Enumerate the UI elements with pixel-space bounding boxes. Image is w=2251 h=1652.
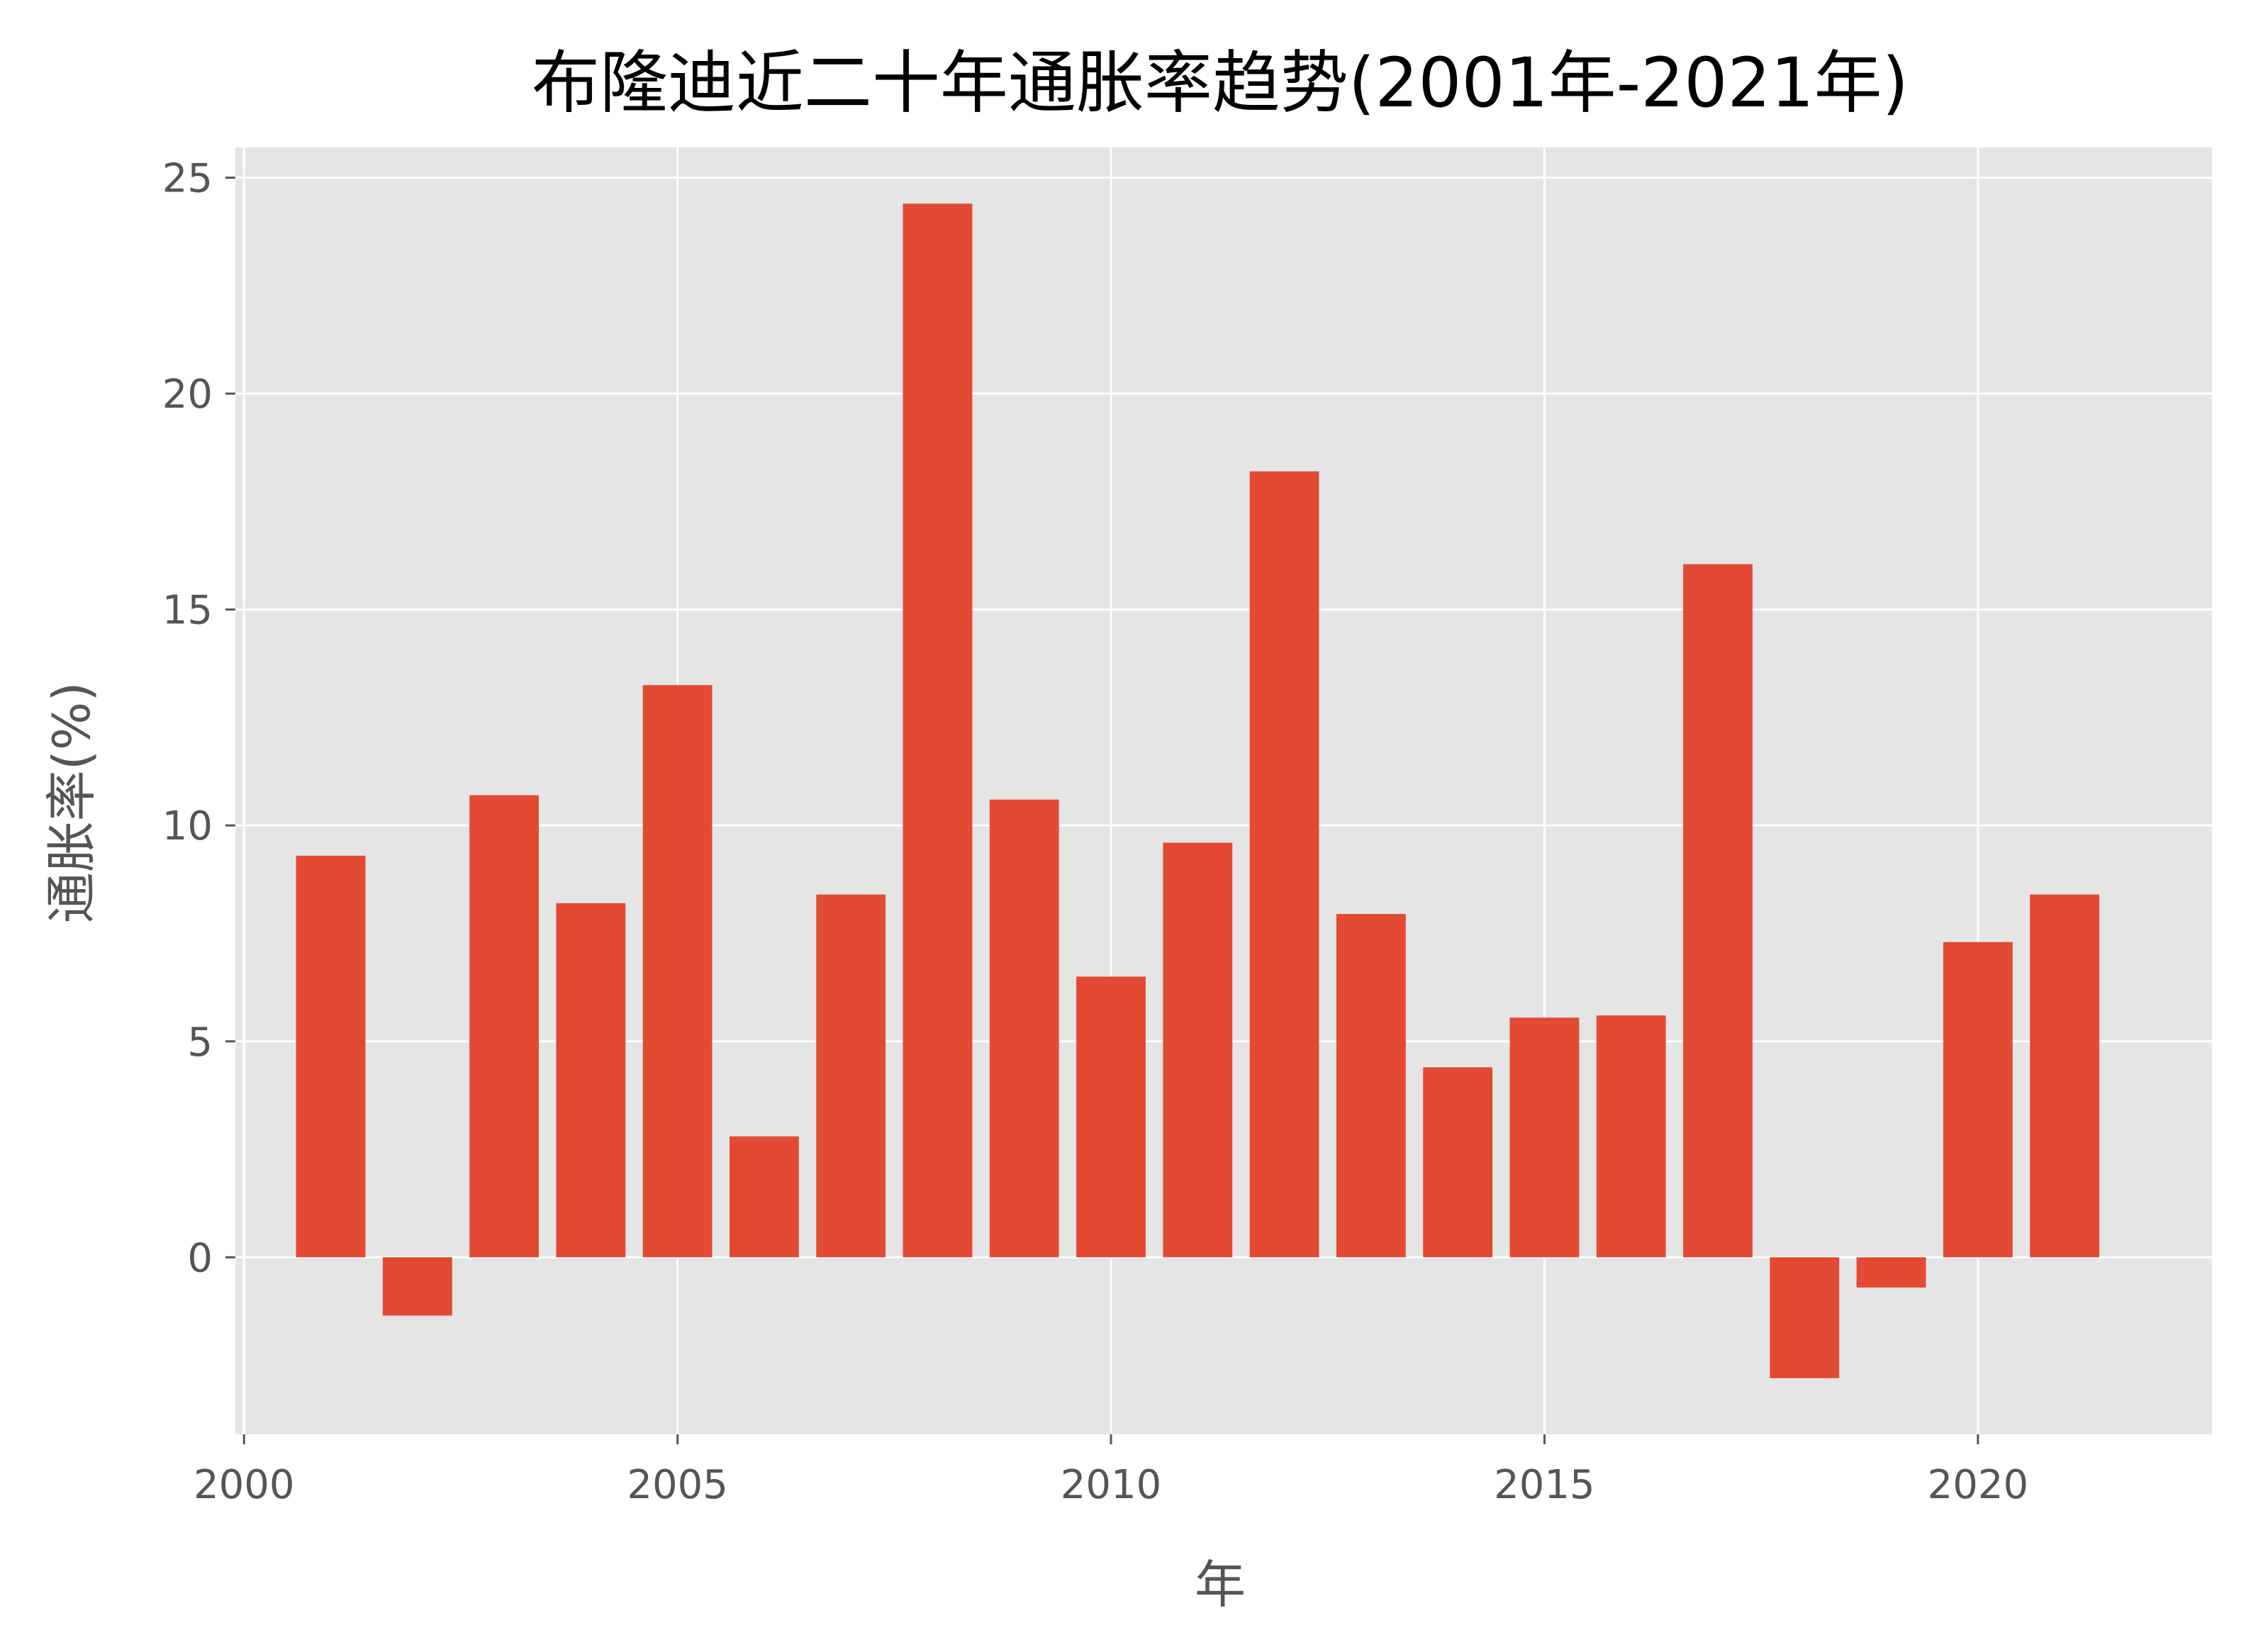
chart-title: 布隆迪近二十年通胀率趋势(2001年-2021年) [532,43,1909,123]
axis-ticks: 2000 2005 2010 2015 2020 0 5 10 15 20 25 [162,156,2028,1508]
bar-2001 [296,855,366,1258]
bar-2012 [1249,471,1319,1258]
y-tick-label: 15 [162,588,213,634]
bar-2016 [1596,1015,1666,1258]
bar-2008 [903,203,973,1258]
bar-2003 [469,795,539,1258]
bar-2005 [642,685,713,1258]
x-tick-label: 2015 [1494,1462,1595,1508]
bar-2017 [1683,564,1753,1258]
bar-2019 [1856,1257,1926,1288]
y-tick-label: 0 [187,1235,213,1281]
x-axis-label: 年 [1195,1555,1246,1614]
bar-2021 [2030,894,2100,1258]
bar-2015 [1509,1017,1580,1258]
y-axis-label: 通胀率(%) [42,682,101,924]
bar-2006 [730,1136,799,1258]
x-tick-label: 2010 [1061,1462,1162,1508]
y-tick-label: 5 [187,1020,213,1066]
y-tick-label: 20 [162,372,213,418]
bar-2010 [1076,976,1146,1258]
bar-2002 [382,1257,452,1316]
y-tick-label: 10 [162,803,213,849]
x-tick-label: 2005 [627,1462,728,1508]
x-tick-label: 2000 [194,1462,295,1508]
bar-2011 [1163,842,1233,1258]
bar-2013 [1336,914,1406,1258]
bar-2018 [1770,1257,1840,1378]
x-tick-label: 2020 [1928,1462,2029,1508]
bars [296,203,2100,1378]
bar-2020 [1943,942,2013,1258]
bar-2007 [816,894,886,1258]
bar-2014 [1423,1067,1493,1258]
y-tick-label: 25 [162,156,213,202]
bar-2004 [556,903,626,1258]
bar-2009 [989,799,1059,1258]
